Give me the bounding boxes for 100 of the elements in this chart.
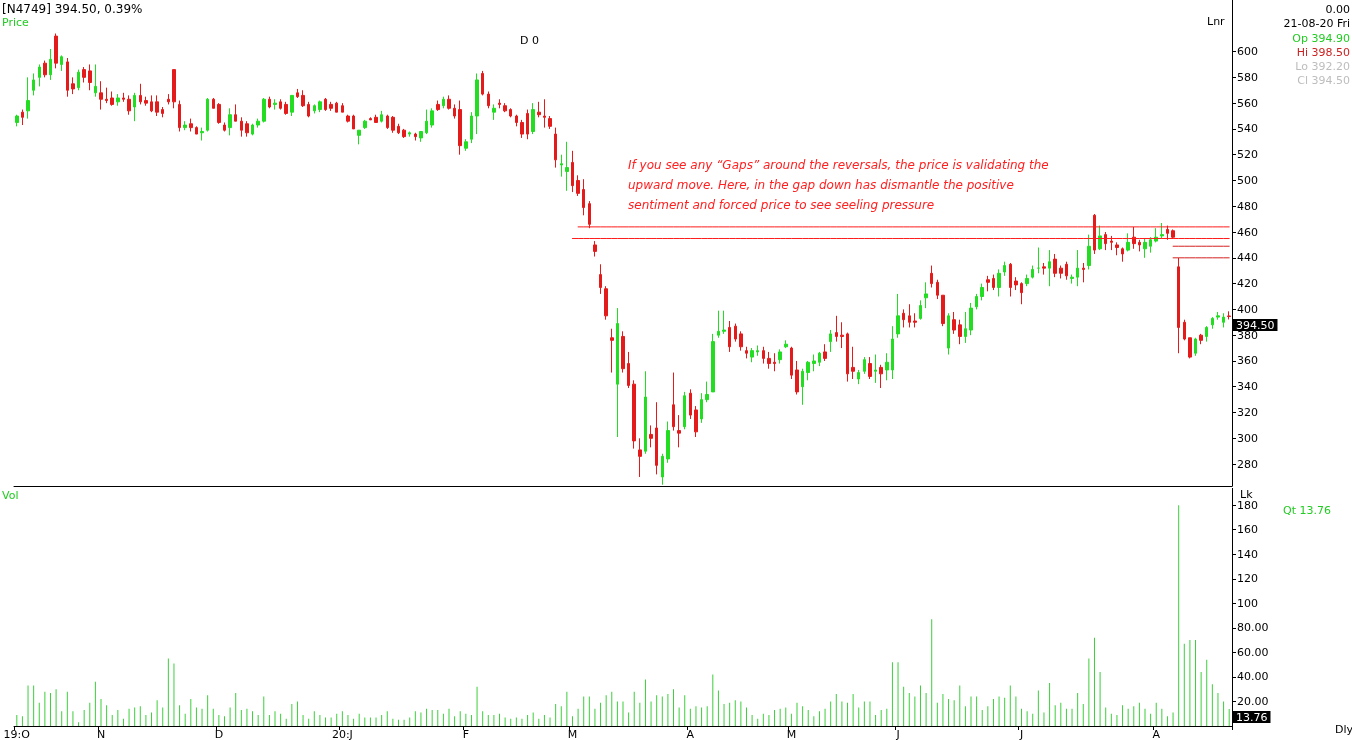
candlestick xyxy=(1082,262,1085,283)
candlestick xyxy=(1025,274,1029,287)
candlestick xyxy=(599,263,602,295)
candlestick xyxy=(582,178,585,216)
x-tick-label: M xyxy=(567,728,578,740)
x-tick-label: N xyxy=(96,728,106,740)
x-tick-label: J xyxy=(895,728,900,740)
text: Qt 13.76 xyxy=(1283,504,1331,517)
candlestick xyxy=(560,154,563,178)
candlestick xyxy=(133,92,136,122)
candlestick xyxy=(548,115,552,130)
candlestick xyxy=(357,129,361,145)
candlestick xyxy=(419,130,423,143)
y-tick-label: 280 xyxy=(1237,457,1258,471)
candlestick xyxy=(105,87,108,104)
candlestick xyxy=(77,69,80,91)
candlestick xyxy=(526,109,529,140)
candlestick xyxy=(840,321,844,349)
candlestick xyxy=(1003,261,1006,277)
candlestick xyxy=(223,121,226,132)
candlestick xyxy=(790,346,793,380)
candlestick xyxy=(576,174,580,197)
x-tick-label: A xyxy=(686,728,695,740)
candlestick xyxy=(391,115,395,134)
candlestick xyxy=(335,101,338,113)
candlestick xyxy=(313,103,316,114)
candlestick xyxy=(352,114,355,130)
candlestick xyxy=(167,93,170,105)
candlestick xyxy=(924,281,928,309)
y-tick-label: 440 xyxy=(1237,251,1258,265)
candlestick xyxy=(88,63,92,91)
y-tick-label: 120 xyxy=(1237,572,1258,586)
y-tick-label: 540 xyxy=(1237,122,1258,136)
candlestick xyxy=(1177,257,1180,354)
candlestick xyxy=(32,72,35,96)
candlestick xyxy=(458,100,462,156)
x-tick-label: 20:J xyxy=(331,728,353,740)
candlestick xyxy=(947,312,950,356)
candlestick xyxy=(206,97,209,132)
candlestick xyxy=(885,352,889,381)
candlestick xyxy=(380,110,383,123)
candlestick xyxy=(251,123,254,136)
candlestick xyxy=(228,107,232,136)
candlestick xyxy=(913,312,917,328)
candlestick xyxy=(430,107,434,129)
candlestick xyxy=(150,94,153,113)
candlestick xyxy=(492,103,496,121)
candlestick xyxy=(1149,236,1152,254)
candlestick xyxy=(341,102,344,113)
candlestick xyxy=(823,343,827,362)
candlestick xyxy=(1188,337,1192,359)
candlestick xyxy=(930,265,933,288)
candlestick xyxy=(801,368,804,406)
candlestick xyxy=(15,114,19,127)
candlestick xyxy=(54,33,58,69)
candlestick xyxy=(279,98,282,111)
text: 13.76 xyxy=(1236,710,1268,724)
y-axis-title: Price xyxy=(2,16,30,29)
candlestick xyxy=(329,101,333,112)
candlestick xyxy=(43,60,47,78)
candlestick xyxy=(1065,261,1068,281)
candlestick xyxy=(1132,226,1136,250)
y-tick-label: 320 xyxy=(1237,406,1258,420)
candlestick xyxy=(464,138,468,152)
annotation: D 0 xyxy=(520,34,539,47)
candlestick xyxy=(38,63,41,87)
y-tick-label: 420 xyxy=(1237,277,1258,291)
candlestick xyxy=(116,93,120,107)
candlestick xyxy=(1211,316,1214,330)
candlestick xyxy=(386,114,389,130)
candlestick xyxy=(762,346,765,365)
candlestick xyxy=(240,116,243,138)
candlestick xyxy=(1194,337,1197,357)
candlestick xyxy=(851,346,855,380)
candlestick xyxy=(1199,333,1203,345)
candlestick xyxy=(397,123,400,135)
y-tick-label: 520 xyxy=(1237,148,1258,162)
candlestick xyxy=(975,293,978,310)
candlestick xyxy=(593,240,597,258)
candlestick xyxy=(756,344,759,357)
y-tick-label: 560 xyxy=(1237,96,1258,110)
y-tick-label: 60.00 xyxy=(1237,645,1269,659)
candlestick xyxy=(980,283,984,301)
candlestick xyxy=(161,106,164,118)
candlestick xyxy=(1160,222,1164,239)
candlestick xyxy=(262,97,266,123)
candlestick xyxy=(1059,265,1063,279)
candlestick xyxy=(616,307,619,438)
candlestick xyxy=(481,70,484,96)
y-tick-label: 300 xyxy=(1237,431,1258,445)
candlestick xyxy=(1110,235,1113,251)
candlestick xyxy=(795,360,799,395)
candlestick xyxy=(1009,262,1012,297)
y-tick-label: 100 xyxy=(1237,596,1258,610)
candlestick xyxy=(919,299,922,321)
candlestick xyxy=(425,109,428,135)
annotation: If you see any “Gaps” around the reversals, the price is validating the upward move. Here, in the gap down has dismantle the positive sentiment and forced price to see seeling pressure xyxy=(628,158,1053,212)
candlestick xyxy=(1121,247,1124,263)
candlestick xyxy=(139,83,142,105)
text: Hi 398.50 xyxy=(1296,46,1350,59)
